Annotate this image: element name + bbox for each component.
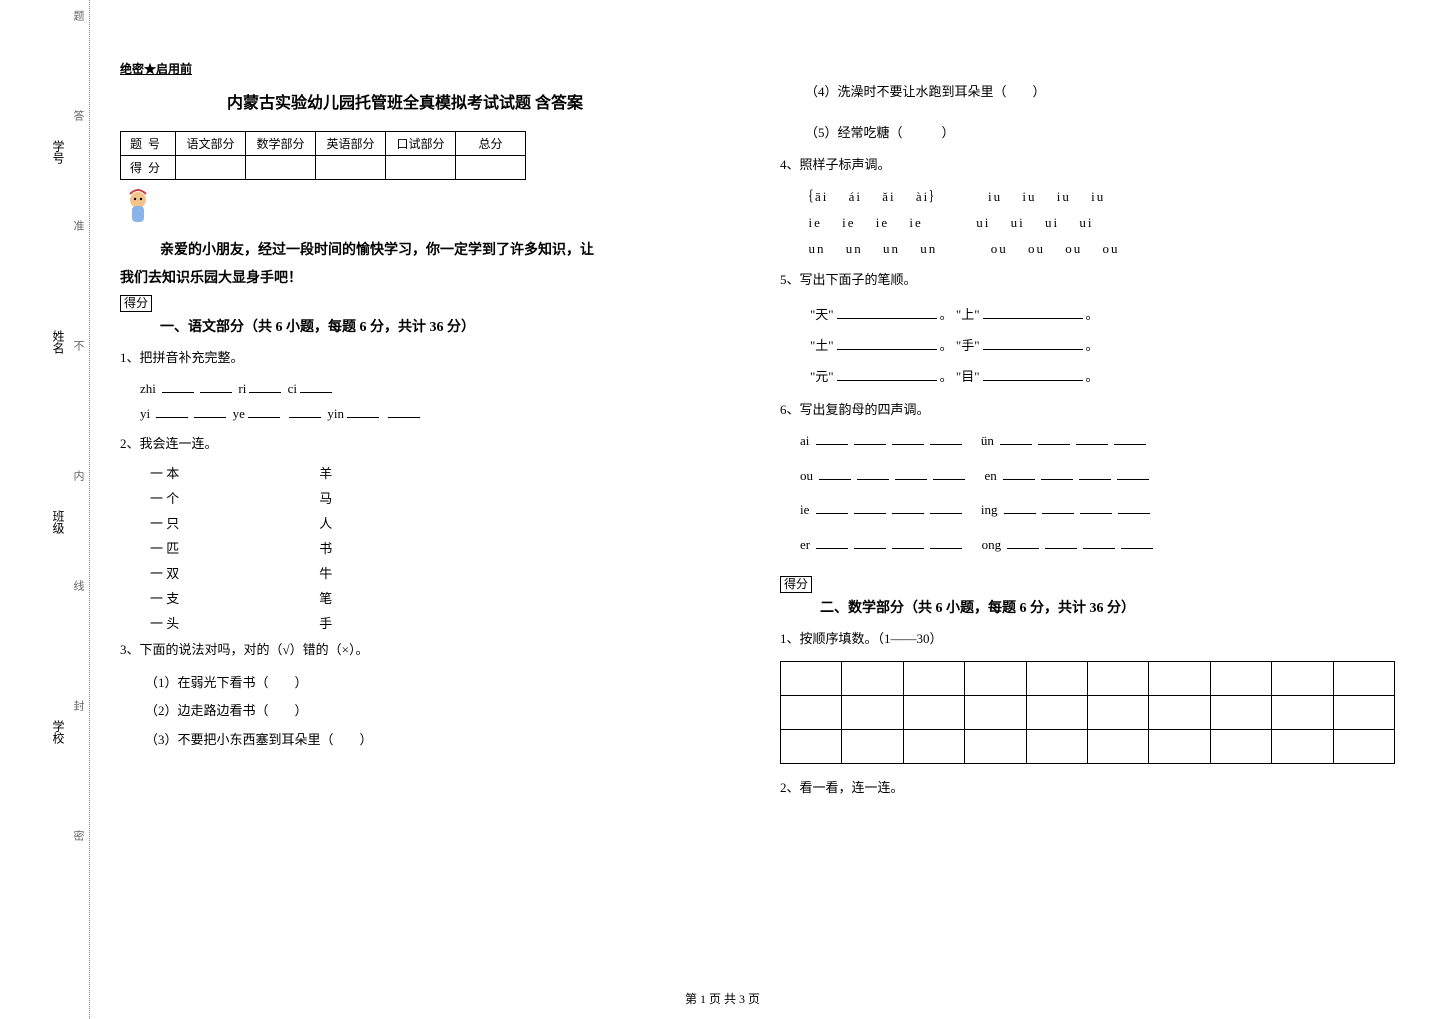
bind-label: 内 <box>70 470 86 485</box>
table-row: 得分 <box>121 156 526 180</box>
mascot-icon <box>120 188 156 230</box>
q6-row: ie ing <box>800 498 1370 523</box>
bind-label: 密 <box>70 830 86 845</box>
td <box>386 156 456 180</box>
td: 得分 <box>121 156 176 180</box>
page-content: 绝密★启用前 内蒙古实验幼儿园托管班全真模拟考试试题 含答案 题号 语文部分 数… <box>100 20 1420 807</box>
q1-line1: zhi ri ci <box>140 377 710 402</box>
bind-label: 线 <box>70 580 86 595</box>
q3-item: （3）不要把小东西塞到耳朵里（ ） <box>145 726 710 755</box>
td <box>246 156 316 180</box>
bind-field: 学号 <box>50 140 67 164</box>
th: 题号 <box>121 132 176 156</box>
match-row: 一 个马 <box>150 488 710 507</box>
th: 英语部分 <box>316 132 386 156</box>
q3-title: 3、下面的说法对吗，对的（√）错的（×）。 <box>120 638 710 663</box>
td <box>456 156 526 180</box>
q1-line2: yi ye yin <box>140 402 710 427</box>
score-table: 题号 语文部分 数学部分 英语部分 口试部分 总分 得分 <box>120 131 526 180</box>
match-row: 一 支笔 <box>150 588 710 607</box>
th: 语文部分 <box>176 132 246 156</box>
intro-text2: 我们去知识乐园大显身手吧！ <box>120 267 710 287</box>
right-column: （4）洗澡时不要让水跑到耳朵里（ ） （5）经常吃糖（ ） 4、照样子标声调。 … <box>760 20 1370 807</box>
page-footer: 第 1 页 共 3 页 <box>0 990 1445 1007</box>
match-row: 一 本羊 <box>150 463 710 482</box>
q1-title: 1、把拼音补充完整。 <box>120 346 710 371</box>
intro-text: 亲爱的小朋友，经过一段时间的愉快学习，你一定学到了许多知识，让 <box>160 238 690 263</box>
q3-item: （1）在弱光下看书（ ） <box>145 669 710 698</box>
table-row: 题号 语文部分 数学部分 英语部分 口试部分 总分 <box>121 132 526 156</box>
left-column: 绝密★启用前 内蒙古实验幼儿园托管班全真模拟考试试题 含答案 题号 语文部分 数… <box>100 20 710 807</box>
sequence-table <box>780 661 1395 764</box>
th: 总分 <box>456 132 526 156</box>
td <box>316 156 386 180</box>
q6-row: ou en <box>800 464 1370 489</box>
stroke-row: "元"。 "目"。 <box>810 361 1370 392</box>
m1-title: 1、按顺序填数。（1——30） <box>780 627 1370 652</box>
tone-row: un un un un ou ou ou ou <box>800 236 1370 262</box>
match-row: 一 双牛 <box>150 563 710 582</box>
bind-field: 班级 <box>50 510 67 534</box>
classification: 绝密★启用前 <box>120 60 710 77</box>
score-box: 得分 <box>120 295 152 312</box>
bind-field: 学校 <box>50 720 67 744</box>
bind-field: 姓名 <box>50 330 67 354</box>
q4-title: 4、照样子标声调。 <box>780 153 1370 178</box>
q2-title: 2、我会连一连。 <box>120 432 710 457</box>
bind-label: 题 <box>70 10 86 25</box>
bind-label: 准 <box>70 220 86 235</box>
bind-label: 封 <box>70 700 86 715</box>
bind-label: 不 <box>70 340 86 355</box>
tone-row: ie ie ie ie ui ui ui ui <box>800 210 1370 236</box>
stroke-row: "天"。 "上"。 <box>810 299 1370 330</box>
q5-title: 5、写出下面子的笔顺。 <box>780 268 1370 293</box>
score-box: 得分 <box>780 576 812 593</box>
m2-title: 2、看一看，连一连。 <box>780 776 1370 801</box>
stroke-row: "土"。 "手"。 <box>810 330 1370 361</box>
bind-label: 答 <box>70 110 86 125</box>
q3-item: （5）经常吃糖（ ） <box>805 119 1370 148</box>
binding-margin: 题 答 学号 准 不 姓名 内 班级 线 封 学校 密 <box>20 0 90 1019</box>
tone-row: ｛āi ái ǎi ài｝ iu iu iu iu <box>800 184 1370 210</box>
th: 数学部分 <box>246 132 316 156</box>
match-row: 一 头手 <box>150 613 710 632</box>
th: 口试部分 <box>386 132 456 156</box>
q3-item: （2）边走路边看书（ ） <box>145 697 710 726</box>
td <box>176 156 246 180</box>
q6-row: ai ün <box>800 429 1370 454</box>
section-1-title: 一、语文部分（共 6 小题，每题 6 分，共计 36 分） <box>160 316 710 336</box>
q6-title: 6、写出复韵母的四声调。 <box>780 398 1370 423</box>
section-2-title: 二、数学部分（共 6 小题，每题 6 分，共计 36 分） <box>820 597 1370 617</box>
q6-row: er ong <box>800 533 1370 558</box>
match-row: 一 匹书 <box>150 538 710 557</box>
paper-title: 内蒙古实验幼儿园托管班全真模拟考试试题 含答案 <box>100 89 710 113</box>
q3-item: （4）洗澡时不要让水跑到耳朵里（ ） <box>805 78 1370 107</box>
match-row: 一 只人 <box>150 513 710 532</box>
